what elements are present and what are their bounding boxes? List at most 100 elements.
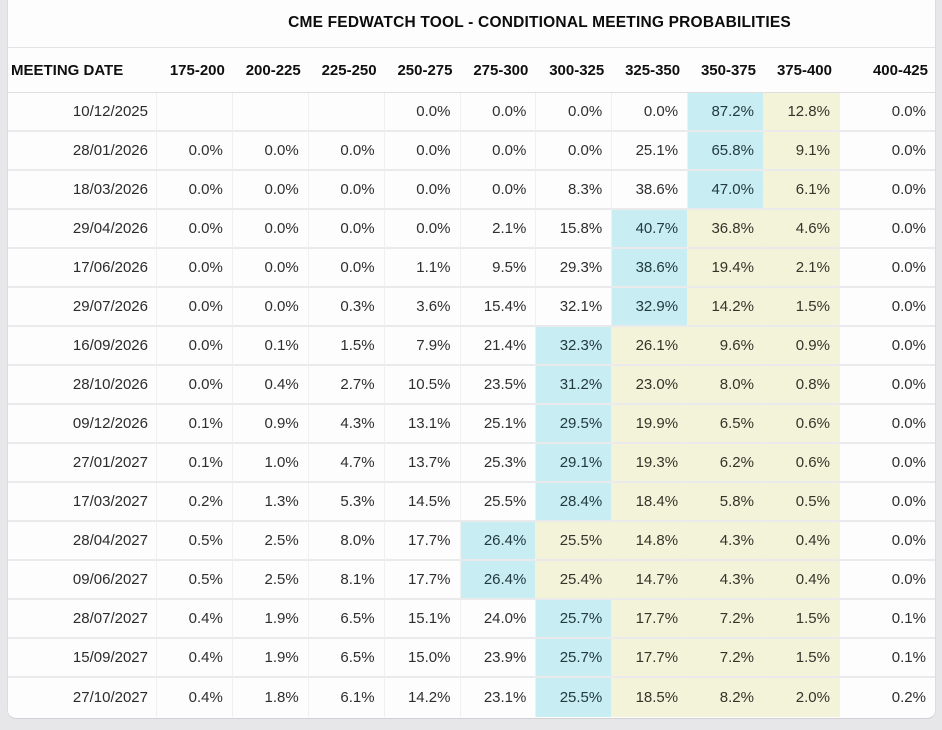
probability-cell: 0.0% [231, 210, 308, 249]
table-row: 16/09/2026 0.0% 0.1% 1.5% 7.9% 21.4% 32.3% 26.1… [8, 327, 935, 366]
probability-cell-highlighted: 36.8% [687, 210, 763, 249]
probability-cell: 32.1% [535, 288, 612, 327]
probability-cell: 0.0% [156, 327, 232, 366]
meeting-date-cell: 09/06/2027 [8, 561, 156, 600]
column-header-rate-range: 225-250 [307, 48, 384, 93]
probability-cell-highlighted: 8.0% [687, 366, 763, 405]
probability-cell: 3.6% [383, 288, 460, 327]
probability-cell: 1.8% [231, 678, 308, 717]
probability-cell: 13.7% [383, 444, 460, 483]
probability-cell: 9.5% [459, 249, 536, 288]
probability-cell-highlighted: 14.2% [687, 288, 763, 327]
table-title: CME FEDWATCH TOOL - CONDITIONAL MEETING … [8, 0, 935, 48]
probability-cell: 0.0% [156, 366, 232, 405]
probability-cell: 2.5% [231, 522, 308, 561]
probability-cell-highlighted: 4.6% [763, 210, 839, 249]
probability-cell-highlighted: 6.5% [687, 405, 763, 444]
probability-cell: 0.0% [839, 327, 935, 366]
probability-cell: 23.1% [459, 678, 536, 717]
probability-cell: 14.5% [383, 483, 460, 522]
probability-cell-highlighted: 19.4% [687, 249, 763, 288]
probability-cell [156, 93, 232, 132]
column-header-rate-range: 375-400 [763, 48, 839, 93]
probability-cell: 1.9% [231, 600, 308, 639]
table-row: 27/01/2027 0.1% 1.0% 4.7% 13.7% 25.3% 29.1% 19.… [8, 444, 935, 483]
probability-cell: 15.8% [535, 210, 612, 249]
table-row: 29/07/2026 0.0% 0.0% 0.3% 3.6% 15.4% 32.1% 32.9… [8, 288, 935, 327]
table-body: 10/12/2025 0.0% 0.0% 0.0% 0.0% 87.2% 12.8% 0.0%… [8, 93, 935, 717]
probability-cell: 0.0% [307, 132, 384, 171]
probability-cell: 0.0% [839, 132, 935, 171]
probability-cell: 0.0% [839, 522, 935, 561]
probability-cell: 0.0% [307, 249, 384, 288]
probability-cell: 0.0% [839, 288, 935, 327]
probability-cell-max: 31.2% [535, 366, 612, 405]
probability-cell-highlighted: 17.7% [611, 639, 688, 678]
column-header-rate-range: 200-225 [231, 48, 308, 93]
probability-cell: 0.0% [231, 249, 308, 288]
table-row: 28/04/2027 0.5% 2.5% 8.0% 17.7% 26.4% 25.5% 14.… [8, 522, 935, 561]
column-header-rate-range: 350-375 [687, 48, 763, 93]
probability-cell-highlighted: 17.7% [611, 600, 688, 639]
probability-cell: 23.5% [459, 366, 536, 405]
probability-cell: 15.4% [459, 288, 536, 327]
probability-cell: 4.7% [307, 444, 384, 483]
probability-cell: 0.4% [156, 678, 232, 717]
probability-cell: 0.9% [231, 405, 308, 444]
probability-cell: 0.0% [383, 132, 460, 171]
probability-cell: 1.5% [307, 327, 384, 366]
probability-cell: 14.2% [383, 678, 460, 717]
probability-cell: 0.0% [156, 210, 232, 249]
probability-cell: 0.5% [156, 522, 232, 561]
meeting-date-cell: 17/03/2027 [8, 483, 156, 522]
probability-cell: 0.0% [839, 171, 935, 210]
probability-cell: 1.1% [383, 249, 460, 288]
column-header-rate-range: 275-300 [459, 48, 536, 93]
meeting-date-cell: 29/07/2026 [8, 288, 156, 327]
probability-cell-highlighted: 4.3% [687, 522, 763, 561]
probability-cell-highlighted: 6.2% [687, 444, 763, 483]
conditional-probabilities-table: MEETING DATE 175-200 200-225 225-250 250-275… [8, 48, 935, 717]
probability-cell-highlighted: 2.1% [763, 249, 839, 288]
probability-cell: 1.0% [231, 444, 308, 483]
probability-cell: 0.5% [156, 561, 232, 600]
fedwatch-panel: CME FEDWATCH TOOL - CONDITIONAL MEETING … [7, 0, 936, 719]
meeting-date-cell: 18/03/2026 [8, 171, 156, 210]
probability-cell: 0.4% [231, 366, 308, 405]
probability-cell: 0.0% [839, 444, 935, 483]
column-header-meeting-date: MEETING DATE [8, 48, 156, 93]
probability-cell-highlighted: 0.9% [763, 327, 839, 366]
probability-cell-highlighted: 2.0% [763, 678, 839, 717]
meeting-date-cell: 28/10/2026 [8, 366, 156, 405]
probability-cell: 23.9% [459, 639, 536, 678]
table-row: 17/03/2027 0.2% 1.3% 5.3% 14.5% 25.5% 28.4% 18.… [8, 483, 935, 522]
probability-cell-max: 87.2% [687, 93, 763, 132]
probability-cell-max: 32.3% [535, 327, 612, 366]
probability-cell: 0.0% [307, 171, 384, 210]
header-row: MEETING DATE 175-200 200-225 225-250 250-275… [8, 48, 935, 93]
probability-cell: 38.6% [611, 171, 688, 210]
probability-cell: 7.9% [383, 327, 460, 366]
probability-cell: 0.0% [156, 249, 232, 288]
probability-cell-max: 25.7% [535, 600, 612, 639]
meeting-date-cell: 16/09/2026 [8, 327, 156, 366]
probability-cell: 0.0% [459, 93, 536, 132]
probability-cell-max: 28.4% [535, 483, 612, 522]
probability-cell: 0.1% [156, 405, 232, 444]
probability-cell-highlighted: 0.4% [763, 561, 839, 600]
probability-cell: 25.1% [459, 405, 536, 444]
probability-cell: 6.1% [307, 678, 384, 717]
meeting-date-cell: 27/10/2027 [8, 678, 156, 717]
probability-cell-highlighted: 19.9% [611, 405, 688, 444]
probability-cell-highlighted: 18.4% [611, 483, 688, 522]
column-header-rate-range: 250-275 [383, 48, 460, 93]
column-header-rate-range: 400-425 [839, 48, 935, 93]
probability-cell-highlighted: 9.6% [687, 327, 763, 366]
meeting-date-cell: 17/06/2026 [8, 249, 156, 288]
probability-cell: 0.3% [307, 288, 384, 327]
probability-cell: 6.5% [307, 639, 384, 678]
probability-cell: 0.0% [231, 171, 308, 210]
probability-cell-highlighted: 25.4% [535, 561, 612, 600]
meeting-date-cell: 09/12/2026 [8, 405, 156, 444]
probability-cell: 15.1% [383, 600, 460, 639]
